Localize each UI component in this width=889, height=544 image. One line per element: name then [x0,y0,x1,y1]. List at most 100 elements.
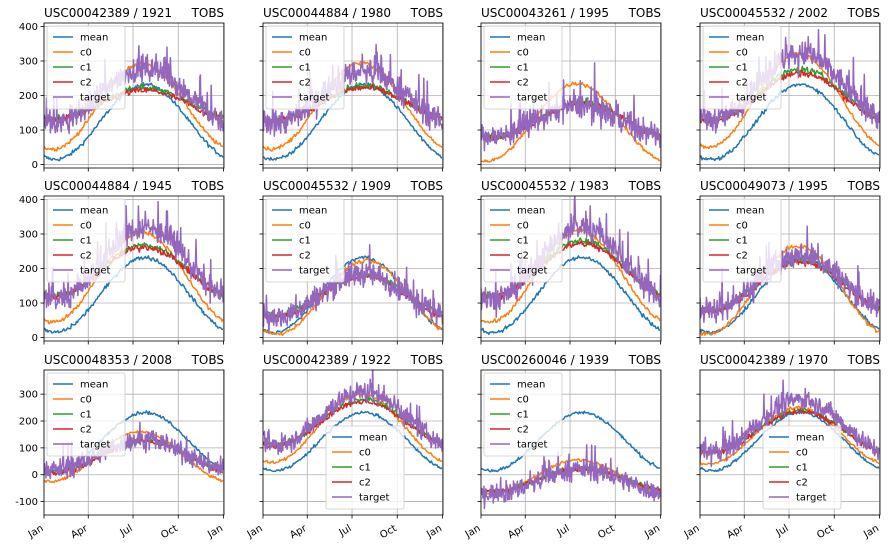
legend-label-mean: mean [80,380,108,391]
subplot-10: Jan Apr Jul Oct Jan USC00042389 / 1922 TOBS mea… [245,353,444,541]
x-tick-label: Apr [69,523,90,542]
subplot-title: USC00048353 / 2008 [44,353,172,367]
legend-label-c0: c0 [80,48,92,59]
series-line-mean [44,255,223,334]
x-tick-label: Jul [118,523,135,539]
y-tick-label: 0 [32,160,38,171]
legend-label-c1: c1 [517,236,529,247]
legend-label-target: target [80,266,110,277]
legend: mean c0 c1 c2 target [702,25,782,110]
legend-label-c2: c2 [359,478,371,489]
legend-label-c1: c1 [796,463,808,474]
subplot-title: USC00049073 / 1995 [700,179,828,193]
x-tick-label: Jul [555,523,572,539]
legend-label-mean: mean [736,206,764,217]
legend-label-target: target [517,93,547,104]
subplot-title-right: TOBS [410,6,443,20]
legend-label-c2: c2 [80,425,92,436]
subplot-title: USC00260046 / 1939 [481,353,609,367]
subplot-title-right: TOBS [628,353,661,367]
series-line-mean [481,410,661,473]
legend-label-mean: mean [80,206,108,217]
x-tick-label: Jan [424,523,444,541]
legend-label-c1: c1 [80,236,92,247]
legend-label-mean: mean [80,33,108,44]
legend-label-target: target [299,266,329,277]
y-tick-label: 200 [19,417,38,428]
legend-label-mean: mean [517,33,545,44]
series-line-target [481,444,661,510]
legend-label-c2: c2 [736,78,748,89]
legend-label-c2: c2 [796,478,808,489]
x-tick-label: Oct [159,523,180,541]
series-line-mean [700,410,880,473]
legend-label-c2: c2 [80,78,92,89]
subplot-3: USC00043261 / 1995 TOBS mean c0 c1 c2 target [477,6,662,172]
legend-label-mean: mean [299,206,327,217]
subplot-title-right: TOBS [410,179,443,193]
legend-label-c0: c0 [299,48,311,59]
subplot-title: USC00042389 / 1921 [44,6,172,20]
subplot-title: USC00045532 / 1909 [263,179,391,193]
legend: mean c0 c1 c2 target [46,198,126,283]
x-tick-label: Oct [378,523,399,541]
legend-label-c2: c2 [517,425,529,436]
legend-label-c0: c0 [517,221,529,232]
subplot-11: Jan Apr Jul Oct Jan USC00260046 / 1939 TOBS mea… [463,353,662,541]
legend: mean c0 c1 c2 target [483,198,563,283]
legend-label-c1: c1 [359,463,371,474]
y-tick-label: 200 [19,264,38,275]
subplot-6: USC00045532 / 1909 TOBS mean c0 c1 c2 target [259,179,444,345]
legend-label-c0: c0 [517,395,529,406]
series-line-target [481,62,661,152]
subplot-title-right: TOBS [191,179,224,193]
subplot-title: USC00043261 / 1995 [481,6,609,20]
x-tick-label: Apr [288,523,309,542]
subplot-title: USC00042389 / 1970 [700,353,828,367]
series-line-target [263,370,443,456]
y-tick-label: 100 [19,126,38,137]
legend-label-target: target [517,440,547,451]
legend-label-c1: c1 [736,63,748,74]
legend-label-mean: mean [517,206,545,217]
y-tick-label: 300 [19,56,38,67]
x-tick-label: Jan [245,523,265,541]
legend-label-c2: c2 [299,251,311,262]
y-tick-label: 100 [19,443,38,454]
y-tick-label: 400 [19,195,38,206]
y-tick-label: 100 [19,299,38,310]
subplot-5: 0 100 200 300 400 USC00044884 / 1945 TOBS mean c… [19,179,225,345]
x-tick-label: Oct [596,523,617,541]
series-line-target [700,28,880,134]
subplot-title-right: TOBS [847,353,880,367]
legend-label-c0: c0 [80,221,92,232]
subplot-title-right: TOBS [847,6,880,20]
axes-frame [43,369,225,516]
subplot-title-right: TOBS [191,353,224,367]
subplot-1: 0 100 200 300 400 USC00042389 / 1921 TOBS mean c… [19,6,225,172]
subplot-title: USC00044884 / 1945 [44,179,172,193]
subplot-title-right: TOBS [628,6,661,20]
subplot-title-right: TOBS [628,179,661,193]
axes-frame [699,369,881,516]
y-tick-label: 200 [19,91,38,102]
legend: mean c0 c1 c2 target [483,372,563,457]
y-tick-label: 300 [19,390,38,401]
series-line-c0 [700,405,880,466]
legend-label-c2: c2 [517,78,529,89]
x-tick-label: Jan [463,523,483,541]
series-line-target [44,200,224,310]
series-line-mean [263,410,443,473]
legend-label-c0: c0 [359,448,371,459]
y-tick-label: 0 [32,333,38,344]
legend-label-c0: c0 [736,48,748,59]
series-line-c0 [700,243,880,336]
legend-label-c1: c1 [299,236,311,247]
legend: mean c0 c1 c2 target [325,425,405,510]
subplot-12: Jan Apr Jul Oct Jan USC00042389 / 1970 TOBS mea… [682,353,881,541]
x-tick-label: Jul [774,523,791,539]
series-line-mean [481,255,661,336]
subplot-title: USC00042389 / 1922 [263,353,391,367]
y-tick-label: -100 [15,497,38,508]
